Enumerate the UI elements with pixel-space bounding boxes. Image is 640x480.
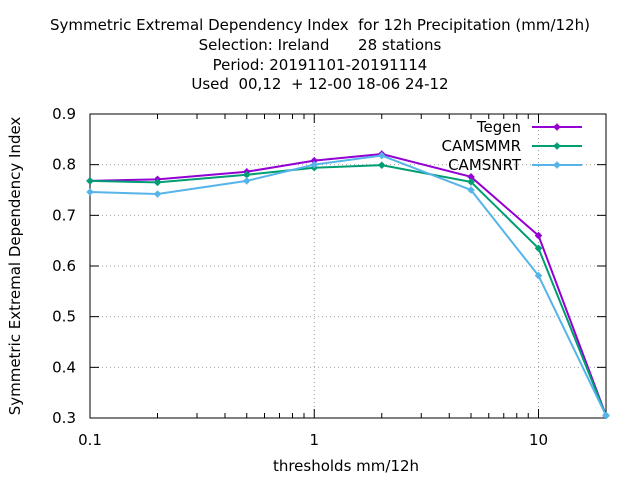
data-point [86,177,94,185]
series-line [89,164,607,416]
series-line [89,154,607,416]
y-tick-label: 0.9 [52,105,76,123]
data-point [243,171,251,179]
series-tegen [86,150,610,419]
y-tick-label: 0.4 [52,358,76,376]
legend-label: CAMSMMR [441,137,521,155]
data-point [467,186,475,194]
chart-title-line-3: Period: 20191101-20191114 [212,56,428,74]
data-point [534,232,542,240]
legend-marker [553,142,561,150]
data-point [154,178,162,186]
legend-marker [553,123,561,131]
series-camsmmr [86,161,610,419]
data-point [467,178,475,186]
series-line [89,153,607,416]
data-point [378,152,386,160]
data-point [378,161,386,169]
data-point [534,244,542,252]
grid [90,114,606,418]
data-point [310,161,318,169]
chart-title-line-4: Used 00,12 + 12-00 18-06 24-12 [191,75,449,93]
series-camsnrt [86,152,610,419]
plot-frame [89,113,607,419]
x-tick-label: 0.1 [78,431,102,449]
chart-title-line-1: Symmetric Extremal Dependency Index for … [50,16,590,34]
y-tick-label: 0.5 [52,308,76,326]
y-axis-label: Symmetric Extremal Dependency Index [6,117,24,416]
data-point [86,188,94,196]
x-axis-label: thresholds mm/12h [273,457,419,475]
chart-title-line-2: Selection: Ireland 28 stations [198,36,442,54]
data-point [243,177,251,185]
y-tick-label: 0.7 [52,206,76,224]
legend-label: Tegen [476,118,521,136]
data-point [602,411,610,419]
x-tick-label: 10 [529,431,548,449]
axis-ticks: 0.3 0.4 0.5 0.6 0.7 0.8 0.9 0.1 1 10 [52,105,606,449]
x-tick-label: 1 [309,431,319,449]
legend-label: CAMSNRT [448,156,522,174]
y-tick-label: 0.3 [52,409,76,427]
legend-marker [553,161,561,169]
y-tick-label: 0.8 [52,156,76,174]
y-tick-label: 0.6 [52,257,76,275]
data-point [534,272,542,280]
series [86,150,610,419]
data-point [154,190,162,198]
